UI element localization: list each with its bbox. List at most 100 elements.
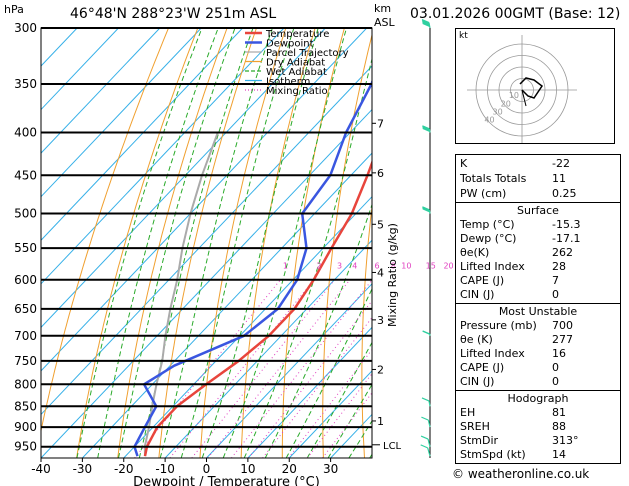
mixing-ratio-label: 8 <box>391 262 396 271</box>
mu-value: 0 <box>552 361 559 374</box>
mu-value: 16 <box>552 347 566 360</box>
hodograph-unit-label: kt <box>459 31 468 41</box>
x-tick-label: 30 <box>323 462 338 476</box>
surface-label: θe(K) <box>460 246 490 259</box>
pressure-label: 500 <box>14 207 37 221</box>
index-label: Totals Totals <box>460 172 527 185</box>
surface-value: -15.3 <box>552 218 581 231</box>
surface-value: 7 <box>552 274 559 287</box>
wind-barb-flag <box>422 20 430 26</box>
x-tick-label: -10 <box>155 462 175 476</box>
pressure-label: 850 <box>14 399 37 413</box>
wet-adiabat <box>76 28 203 458</box>
mixing-ratio-label: 4 <box>352 262 357 271</box>
mu-label: CIN (J) <box>460 375 495 388</box>
mu-label: Pressure (mb) <box>460 319 537 332</box>
mu-row: θe (K) 277 <box>460 333 618 346</box>
dry-adiabat <box>400 28 433 458</box>
hodo-value: 14 <box>552 448 566 461</box>
mixing-ratio-label: 20 <box>443 262 453 271</box>
mixing-ratio-label: 10 <box>401 262 411 271</box>
index-row-k: K -22 <box>460 157 618 170</box>
location-title: 46°48'N 288°23'W 251m ASL <box>70 6 276 22</box>
surface-row: CAPE (J) 7 <box>460 274 618 287</box>
wind-barb-flag <box>422 127 431 133</box>
mu-label: CAPE (J) <box>460 361 505 374</box>
pressure-label: 950 <box>14 440 37 454</box>
pressure-label: 350 <box>14 77 37 91</box>
isotherm-line <box>41 28 78 67</box>
index-row-pw: PW (cm) 0.25 <box>460 187 618 200</box>
wind-barb-flag <box>422 330 430 335</box>
mixing-ratio-line <box>288 348 372 458</box>
pressure-label: 750 <box>14 354 37 368</box>
dry-adiabat <box>361 202 372 458</box>
hodo-row: StmSpd (kt) 14 <box>460 448 618 461</box>
wet-adiabat <box>243 57 372 458</box>
wind-barb-flag <box>422 21 430 27</box>
mixing-ratio-label: 6 <box>374 262 379 271</box>
isotherm-line <box>41 28 119 111</box>
hodo-row: SREH 88 <box>460 420 618 433</box>
km-unit-label: km <box>374 2 391 15</box>
pressure-label: 550 <box>14 241 37 255</box>
wet-adiabat <box>201 28 319 458</box>
x-axis-label: Dewpoint / Temperature (°C) <box>133 475 320 486</box>
dry-adiabat <box>199 28 287 458</box>
legend-label: Mixing Ratio <box>266 86 328 97</box>
mu-label: θe (K) <box>460 333 493 346</box>
legend-label: Dewpoint <box>266 39 314 50</box>
hodograph-frame <box>455 28 615 144</box>
wind-barb-flag <box>421 19 430 24</box>
isotherm-line <box>123 195 372 458</box>
mixing-ratio-label: 15 <box>426 262 436 271</box>
wet-adiabat <box>264 202 372 458</box>
surface-row: CIN (J) 0 <box>460 288 618 301</box>
index-label: PW (cm) <box>460 187 507 200</box>
hodo-value: 313° <box>552 434 579 447</box>
mu-row: Pressure (mb) 700 <box>460 319 618 332</box>
hodo-row: EH 81 <box>460 406 618 419</box>
dry-adiabat <box>158 28 257 458</box>
x-tick-label: -30 <box>73 462 93 476</box>
mixing-ratio-axis-label: Mixing Ratio (g/kg) <box>386 223 399 327</box>
km-label: 2 <box>377 363 384 376</box>
hodograph-panel: Hodograph EH 81 SREH 88 StmDir 313° StmSpd … <box>455 390 621 464</box>
mu-value: 277 <box>552 333 573 346</box>
x-tick-label: -20 <box>114 462 134 476</box>
wind-barb-flag <box>420 435 429 440</box>
wind-barb-flag <box>421 20 430 25</box>
hodo-value: 88 <box>552 420 566 433</box>
index-value: -22 <box>552 157 570 170</box>
x-tick-label: 0 <box>203 462 211 476</box>
isotherm-line <box>247 326 372 458</box>
pressure-label: 650 <box>14 302 37 316</box>
mixing-ratio-line <box>191 279 336 458</box>
mixing-ratio-line <box>306 372 372 458</box>
wind-barb-flag <box>422 22 430 28</box>
isotherm-line <box>41 65 372 416</box>
mu-row: CAPE (J) 0 <box>460 361 618 374</box>
copyright: © weatheronline.co.uk <box>452 467 590 481</box>
index-value: 0.25 <box>552 187 577 200</box>
asl-unit-label: ASL <box>374 16 396 29</box>
isotherm-line <box>41 28 243 241</box>
surface-value: 0 <box>552 288 559 301</box>
wet-adiabat <box>306 341 372 458</box>
surface-row: Temp (°C) -15.3 <box>460 218 618 231</box>
hodograph-title: Hodograph <box>507 392 569 405</box>
hodo-value: 81 <box>552 406 566 419</box>
forecast-datetime: 03.01.2026 00GMT (Base: 12) <box>410 6 621 22</box>
wet-adiabat <box>159 28 273 458</box>
isotherm-line <box>82 152 372 458</box>
most-unstable-panel: Most Unstable Pressure (mb) 700 θe (K) 277… <box>455 303 621 391</box>
surface-panel: Surface Temp (°C) -15.3 Dewp (°C) -17.1 θe… <box>455 202 621 304</box>
isotherm-line <box>41 28 326 329</box>
km-label: 7 <box>377 117 384 130</box>
surface-label: CIN (J) <box>460 288 495 301</box>
mu-row: CIN (J) 0 <box>460 375 618 388</box>
dry-adiabat <box>76 28 199 458</box>
